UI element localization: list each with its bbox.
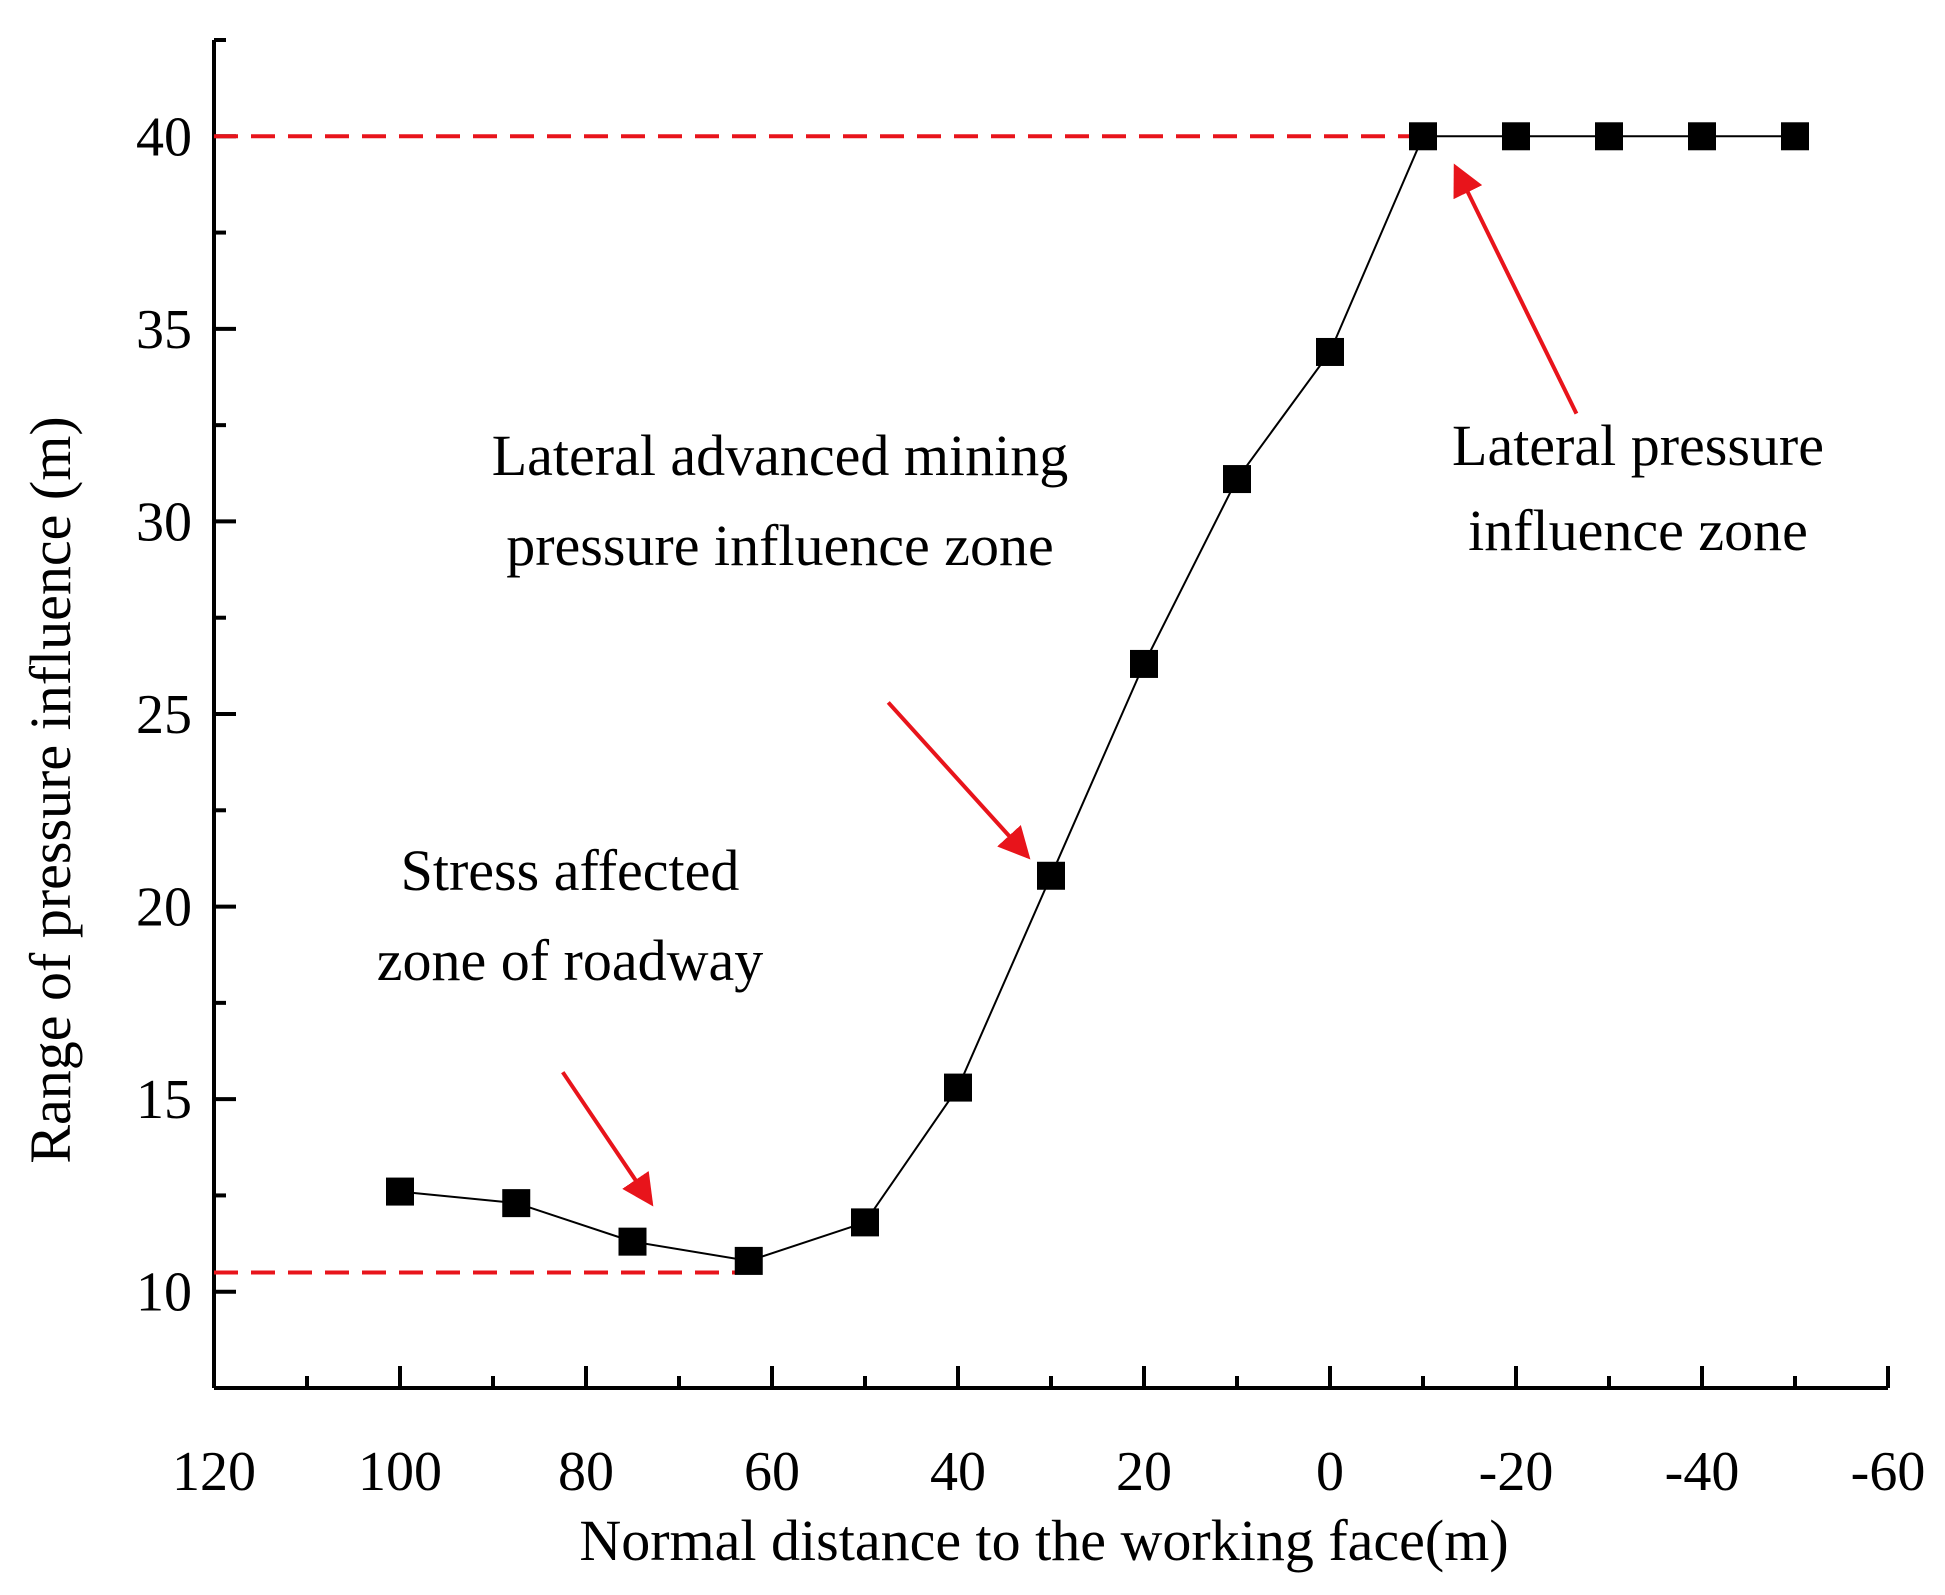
x-tick-label: 40 [930,1441,986,1503]
stress-zone-label: zone of roadway [377,928,764,993]
x-tick-label: 60 [744,1441,800,1503]
y-axis-title: Range of pressure influence (m) [18,416,83,1163]
advanced-zone-label: pressure influence zone [506,513,1054,578]
data-point [1595,122,1623,151]
data-point [734,1246,763,1275]
stress-zone-arrow [561,1071,654,1207]
lateral-zone-label: influence zone [1468,498,1808,563]
data-point [1316,337,1344,366]
data-point [386,1177,414,1206]
data-point [1130,649,1158,678]
advanced-zone-arrow [886,701,1031,860]
x-tick-label: -40 [1665,1441,1740,1503]
reference-lines [214,134,1423,1275]
x-tick-label: 0 [1316,1441,1344,1503]
advanced-zone-label: Lateral advanced mining [492,423,1069,488]
data-point [1502,122,1530,151]
data-point [944,1073,972,1102]
stress-zone-label: Stress affected [401,838,740,903]
data-point [1688,122,1716,151]
data-point [502,1189,531,1218]
data-series [386,122,1809,1275]
x-tick-label: -20 [1479,1441,1554,1503]
y-tick-label: 40 [136,106,192,168]
series-line [399,135,1795,1262]
x-axis-title: Normal distance to the working face(m) [579,1508,1508,1573]
lateral-zone-label: Lateral pressure [1452,413,1824,478]
x-tick-label: 120 [172,1441,256,1503]
y-tick-label: 35 [136,299,192,361]
x-tick-label: -60 [1851,1441,1926,1503]
data-point [851,1208,879,1237]
annotations: Stress affected zone of roadway Lateral ad… [377,163,1824,1207]
data-point [618,1227,647,1256]
y-tick-label: 25 [136,684,192,746]
y-tick-label: 10 [136,1262,192,1324]
data-point [1223,465,1251,494]
data-point [1037,861,1065,890]
data-point [1781,122,1809,151]
y-tick-label: 15 [136,1069,192,1131]
axes: 120 100 80 60 40 20 0 -20 -40 -60 10 15 20 25 30 35 40 [136,38,1926,1503]
x-tick-label: 100 [358,1441,442,1503]
lateral-zone-arrow [1453,163,1579,415]
y-tick-label: 30 [136,491,192,553]
x-tick-label: 20 [1116,1441,1172,1503]
y-tick-label: 20 [136,877,192,939]
x-tick-label: 80 [558,1441,614,1503]
data-point [1409,122,1437,151]
